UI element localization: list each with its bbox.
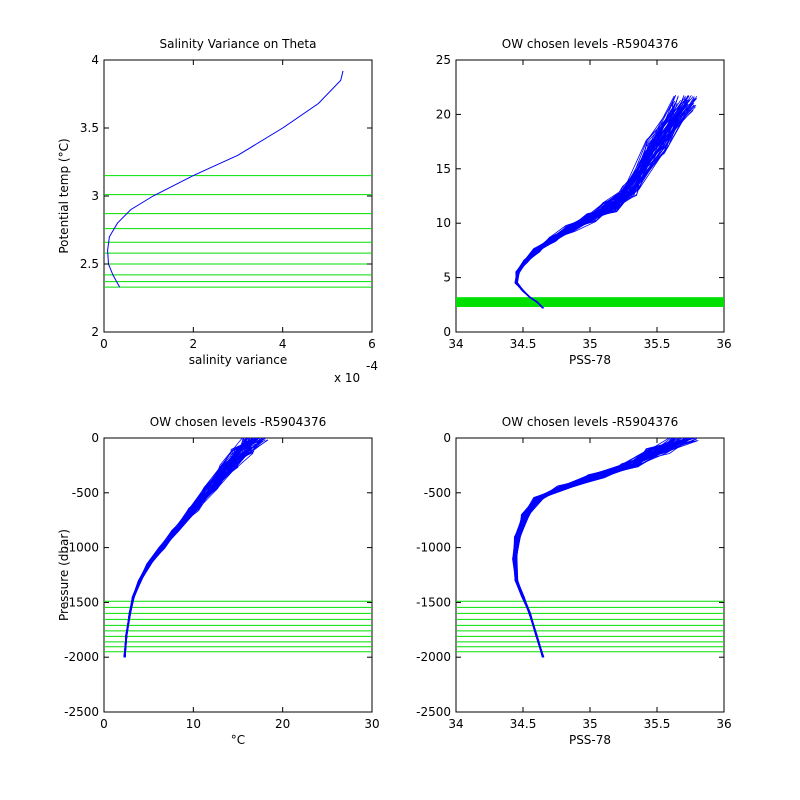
plot-area (455, 437, 725, 713)
profile-line (515, 438, 687, 658)
plot-content (104, 70, 372, 288)
x-tick-label: 6 (368, 337, 376, 351)
chart-title: OW chosen levels -R5904376 (502, 37, 678, 51)
plot-content (456, 438, 724, 658)
x-multiplier-exponent: -4 (366, 359, 378, 373)
y-tick-label: -500 (72, 486, 99, 500)
x-tick-label: 34 (448, 337, 463, 351)
profile-line (516, 103, 675, 309)
y-tick-label: -1500 (64, 595, 99, 609)
y-tick-label: 5 (443, 271, 451, 285)
x-tick-label: 34 (448, 717, 463, 731)
y-tick-label: 2.5 (80, 257, 99, 271)
chart-panel-3: 0 10 20 30 -2500 -2000 -1500 -1000 -500 0 OW chose… (57, 415, 380, 747)
plot-content (104, 438, 372, 658)
x-tick-label: 36 (716, 337, 731, 351)
plot-area (103, 59, 373, 333)
y-axis-label: Potential temp (°C) (57, 138, 71, 253)
y-tick-label: -2000 (416, 650, 451, 664)
chart-title: OW chosen levels -R5904376 (150, 415, 326, 429)
y-tick-label: -1500 (416, 595, 451, 609)
x-tick-label: 35.5 (644, 717, 671, 731)
y-tick-label: 15 (436, 162, 451, 176)
y-tick-label: 0 (91, 431, 99, 445)
plot-area (103, 437, 373, 713)
y-tick-label: 10 (436, 216, 451, 230)
chart-title: Salinity Variance on Theta (160, 37, 317, 51)
profile-line (515, 96, 694, 309)
x-tick-label: 0 (100, 337, 108, 351)
y-tick-label: 3.5 (80, 121, 99, 135)
y-tick-label: -500 (424, 486, 451, 500)
plot-content (456, 95, 724, 309)
x-tick-label: 34.5 (510, 337, 537, 351)
x-tick-label: 30 (364, 717, 379, 731)
x-tick-label: 35.5 (644, 337, 671, 351)
x-tick-label: 35 (582, 717, 597, 731)
y-tick-label: 20 (436, 107, 451, 121)
x-axis-label: °C (231, 733, 245, 747)
x-tick-label: 34.5 (510, 717, 537, 731)
y-tick-label: 25 (436, 53, 451, 67)
level-band (456, 297, 724, 307)
chart-panel-4: 34 34.5 35 35.5 36 -2500 -2000 -1500 -1000 -500 0 O… (416, 415, 732, 747)
chart-title: OW chosen levels -R5904376 (502, 415, 678, 429)
y-tick-label: -1000 (64, 541, 99, 555)
x-tick-label: 0 (100, 717, 108, 731)
x-axis-label: salinity variance (189, 353, 288, 367)
x-axis-label: PSS-78 (569, 353, 611, 367)
profile-line (124, 438, 254, 658)
chart-panel-2: 34 34.5 35 35.5 36 0 5 10 15 20 25 OW chosen levels… (436, 37, 732, 367)
x-axis-label: PSS-78 (569, 733, 611, 747)
y-tick-label: -2500 (64, 705, 99, 719)
y-tick-label: 0 (443, 325, 451, 339)
y-tick-label: 4 (91, 53, 99, 67)
y-tick-label: -2000 (64, 650, 99, 664)
x-multiplier-label: x 10 (334, 371, 360, 385)
x-tick-label: 36 (716, 717, 731, 731)
y-tick-label: -2500 (416, 705, 451, 719)
x-tick-label: 10 (186, 717, 201, 731)
y-axis-label: Pressure (dbar) (57, 529, 71, 621)
x-tick-label: 2 (190, 337, 198, 351)
y-tick-label: -1000 (416, 541, 451, 555)
profile-line (107, 70, 344, 288)
x-tick-label: 4 (279, 337, 287, 351)
x-tick-label: 20 (275, 717, 290, 731)
x-tick-label: 35 (582, 337, 597, 351)
y-tick-label: 3 (91, 189, 99, 203)
y-tick-label: 2 (91, 325, 99, 339)
y-tick-label: 0 (443, 431, 451, 445)
